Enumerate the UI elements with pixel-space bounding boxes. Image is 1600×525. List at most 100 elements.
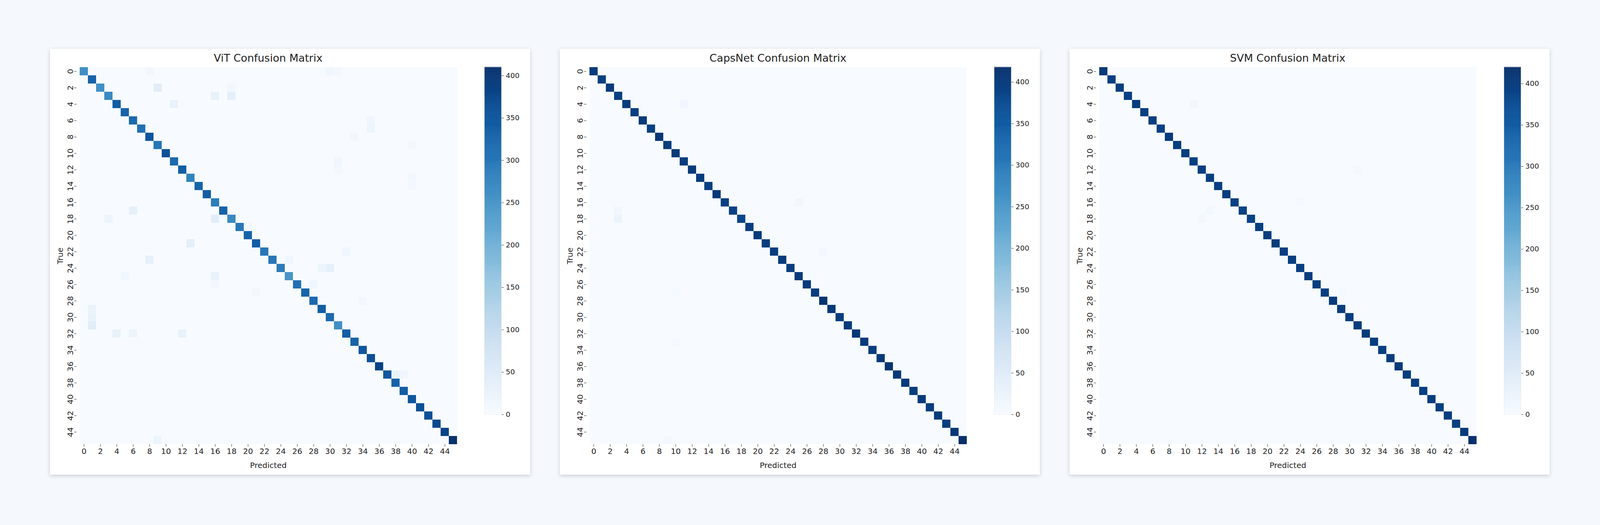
svg-text:34: 34 bbox=[575, 345, 585, 356]
svg-text:34: 34 bbox=[1377, 446, 1388, 457]
svg-text:18: 18 bbox=[575, 214, 585, 224]
svg-text:36: 36 bbox=[1085, 361, 1095, 372]
svg-text:26: 26 bbox=[575, 279, 585, 290]
svg-text:18: 18 bbox=[65, 214, 75, 224]
svg-text:30: 30 bbox=[834, 446, 845, 457]
svg-text:True: True bbox=[55, 247, 65, 265]
svg-text:16: 16 bbox=[210, 446, 220, 457]
svg-text:28: 28 bbox=[308, 446, 319, 457]
svg-text:38: 38 bbox=[1410, 446, 1420, 457]
svg-text:4: 4 bbox=[624, 446, 630, 457]
svg-text:2: 2 bbox=[1117, 446, 1123, 457]
svg-text:38: 38 bbox=[390, 446, 401, 457]
svg-text:32: 32 bbox=[341, 446, 352, 457]
svg-text:150: 150 bbox=[1015, 285, 1030, 295]
svg-text:22: 22 bbox=[259, 446, 270, 457]
svg-text:50: 50 bbox=[1525, 369, 1535, 378]
svg-text:18: 18 bbox=[736, 446, 747, 457]
svg-text:30: 30 bbox=[575, 312, 585, 323]
svg-text:0: 0 bbox=[575, 69, 585, 75]
svg-text:350: 350 bbox=[1015, 119, 1030, 128]
svg-text:50: 50 bbox=[505, 367, 515, 377]
svg-text:38: 38 bbox=[900, 446, 911, 457]
svg-text:44: 44 bbox=[1459, 446, 1470, 457]
svg-text:40: 40 bbox=[407, 446, 417, 457]
svg-text:400: 400 bbox=[505, 71, 520, 80]
svg-text:2: 2 bbox=[607, 446, 613, 457]
svg-text:40: 40 bbox=[575, 394, 585, 405]
svg-text:300: 300 bbox=[1015, 160, 1030, 170]
svg-text:0: 0 bbox=[1101, 446, 1107, 457]
svg-text:100: 100 bbox=[1015, 327, 1030, 336]
svg-text:14: 14 bbox=[703, 446, 714, 457]
svg-text:4: 4 bbox=[65, 101, 75, 108]
svg-text:4: 4 bbox=[1085, 101, 1095, 108]
svg-text:26: 26 bbox=[1085, 279, 1095, 290]
svg-text:16: 16 bbox=[65, 197, 75, 208]
svg-text:8: 8 bbox=[657, 446, 663, 457]
svg-text:4: 4 bbox=[1133, 446, 1140, 457]
svg-text:8: 8 bbox=[1166, 446, 1172, 457]
svg-text:12: 12 bbox=[575, 164, 585, 175]
svg-text:12: 12 bbox=[177, 446, 188, 457]
svg-text:12: 12 bbox=[687, 446, 697, 457]
svg-text:32: 32 bbox=[851, 446, 861, 457]
svg-text:24: 24 bbox=[785, 446, 796, 457]
svg-text:42: 42 bbox=[1085, 410, 1095, 421]
svg-text:200: 200 bbox=[505, 241, 520, 250]
svg-text:8: 8 bbox=[147, 446, 153, 457]
svg-text:28: 28 bbox=[1328, 446, 1338, 457]
svg-text:16: 16 bbox=[575, 197, 585, 208]
svg-text:12: 12 bbox=[1085, 164, 1095, 175]
svg-text:16: 16 bbox=[1229, 446, 1240, 457]
svg-text:100: 100 bbox=[1525, 327, 1540, 336]
svg-text:0: 0 bbox=[1015, 410, 1021, 419]
svg-text:6: 6 bbox=[130, 446, 136, 457]
svg-text:44: 44 bbox=[949, 446, 960, 457]
svg-text:18: 18 bbox=[1246, 446, 1256, 457]
svg-text:20: 20 bbox=[1085, 230, 1095, 241]
svg-text:38: 38 bbox=[575, 378, 585, 388]
svg-text:350: 350 bbox=[505, 113, 520, 122]
svg-text:14: 14 bbox=[1213, 446, 1224, 457]
svg-text:Predicted: Predicted bbox=[250, 460, 287, 471]
svg-text:40: 40 bbox=[1426, 446, 1437, 457]
svg-text:2: 2 bbox=[65, 85, 75, 91]
svg-text:34: 34 bbox=[867, 446, 878, 457]
svg-text:10: 10 bbox=[670, 446, 681, 457]
svg-text:36: 36 bbox=[1393, 446, 1404, 457]
svg-text:12: 12 bbox=[1196, 446, 1207, 457]
svg-text:0: 0 bbox=[1525, 410, 1531, 419]
svg-text:28: 28 bbox=[65, 296, 75, 306]
svg-text:18: 18 bbox=[226, 446, 237, 457]
svg-text:10: 10 bbox=[1085, 148, 1095, 159]
svg-text:2: 2 bbox=[1085, 85, 1095, 91]
svg-text:0: 0 bbox=[81, 446, 87, 457]
svg-text:36: 36 bbox=[65, 361, 75, 372]
svg-text:36: 36 bbox=[883, 446, 894, 457]
svg-text:250: 250 bbox=[1525, 203, 1540, 212]
svg-text:10: 10 bbox=[575, 148, 585, 159]
svg-text:22: 22 bbox=[65, 246, 75, 257]
svg-text:42: 42 bbox=[65, 410, 75, 421]
svg-text:24: 24 bbox=[575, 263, 585, 274]
svg-text:10: 10 bbox=[1180, 446, 1191, 457]
svg-text:42: 42 bbox=[575, 410, 585, 421]
svg-text:28: 28 bbox=[1085, 296, 1095, 306]
svg-text:38: 38 bbox=[1085, 378, 1095, 388]
svg-text:20: 20 bbox=[575, 230, 585, 241]
svg-text:44: 44 bbox=[439, 446, 450, 457]
svg-text:400: 400 bbox=[1525, 79, 1540, 88]
svg-text:14: 14 bbox=[575, 181, 585, 192]
svg-text:44: 44 bbox=[1085, 427, 1095, 438]
svg-text:10: 10 bbox=[65, 148, 75, 159]
svg-text:26: 26 bbox=[292, 446, 302, 457]
svg-text:12: 12 bbox=[65, 164, 75, 175]
svg-text:40: 40 bbox=[65, 394, 75, 405]
svg-text:32: 32 bbox=[575, 328, 585, 339]
svg-text:0: 0 bbox=[65, 69, 75, 75]
svg-text:250: 250 bbox=[1015, 202, 1030, 211]
svg-text:2: 2 bbox=[98, 446, 104, 457]
svg-text:40: 40 bbox=[1085, 394, 1095, 405]
svg-text:True: True bbox=[1075, 247, 1085, 265]
